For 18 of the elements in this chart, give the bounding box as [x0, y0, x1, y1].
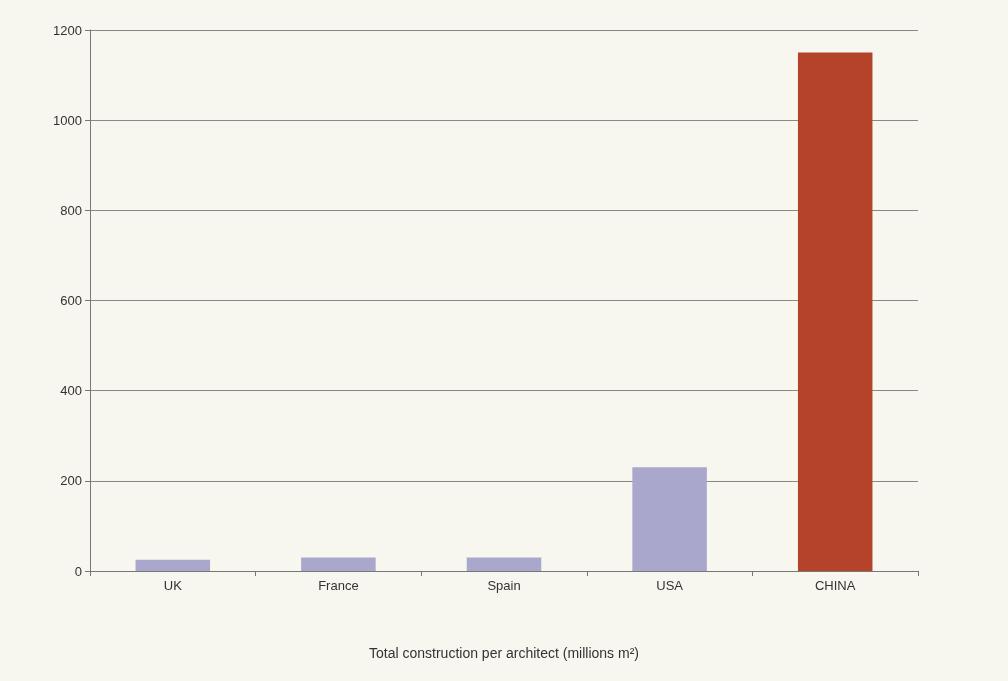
y-tick-label: 800 [60, 202, 82, 218]
x-tick-label: France [318, 578, 359, 593]
y-tick-label: 1000 [53, 112, 82, 128]
x-tick-label: Spain [487, 578, 521, 593]
y-tick-label: 200 [60, 473, 82, 489]
x-tick-label: UK [163, 578, 183, 593]
bar [632, 467, 707, 571]
x-tick-label: USA [656, 578, 684, 593]
y-tick-label: 1200 [53, 22, 82, 38]
y-tick-label: 400 [60, 383, 82, 399]
bar [135, 559, 211, 571]
bar [797, 52, 873, 571]
x-axis-title: Total construction per architect (millions m²) [369, 645, 639, 661]
x-tick-label: CHINA [814, 578, 856, 593]
y-tick-label: 0 [74, 563, 82, 579]
bar [466, 557, 542, 571]
y-tick-label: 600 [60, 293, 82, 308]
bar [301, 557, 376, 571]
